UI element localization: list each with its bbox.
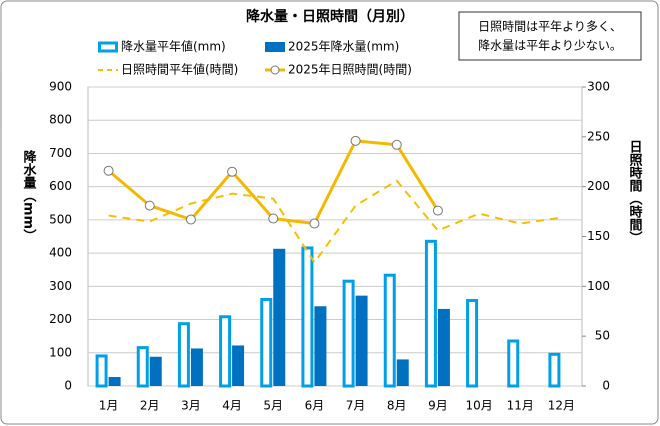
legend-label: 2025年日照時間(時間): [288, 63, 412, 77]
bar: [108, 377, 121, 386]
y-tick-label: 300: [49, 279, 72, 293]
bar: [342, 279, 355, 388]
y-tick-label: 200: [49, 312, 72, 326]
annotation-box: [458, 11, 642, 61]
x-tick-label: 5月: [263, 399, 283, 413]
y2-tick-label: 250: [587, 129, 610, 143]
marker: [144, 200, 155, 211]
y-tick-label: 600: [49, 179, 72, 193]
marker: [227, 166, 238, 177]
marker: [391, 139, 402, 150]
legend-label: 降水量平年値(mm): [121, 39, 226, 54]
x-tick-label: 12月: [548, 399, 575, 413]
legend-swatch: [265, 42, 285, 52]
x-tick-label: 10月: [465, 399, 492, 413]
y-tick-label: 100: [49, 345, 72, 359]
y2-axis-title: 日照時間（時間）: [627, 140, 644, 244]
bar: [507, 339, 520, 388]
bar: [260, 297, 273, 388]
bar: [219, 315, 232, 388]
chart-title: 降水量・日照時間（月別）: [246, 8, 414, 25]
marker: [432, 205, 443, 216]
y-tick-label: 900: [49, 80, 72, 94]
x-tick-label: 1月: [99, 399, 119, 413]
bar: [355, 295, 368, 386]
y-tick-label: 0: [64, 379, 72, 393]
marker: [350, 135, 361, 146]
annotation: 降水量は平年より少ない。: [478, 39, 622, 53]
annotation: 日照時間は平年より多く、: [478, 20, 622, 34]
y2-tick-label: 300: [587, 80, 610, 94]
y2-tick-label: 100: [587, 279, 610, 293]
bar: [177, 322, 190, 388]
bar: [136, 346, 149, 388]
bar: [548, 352, 561, 388]
bar: [466, 298, 479, 388]
bar: [437, 308, 450, 386]
legend-swatch: [98, 41, 118, 53]
y-tick-label: 400: [49, 246, 72, 260]
x-tick-label: 4月: [222, 399, 242, 413]
y-axis-title: 降水量（mm）: [21, 149, 38, 242]
y2-tick-label: 0: [602, 379, 610, 393]
x-tick-label: 11月: [507, 399, 534, 413]
marker: [103, 165, 114, 176]
legend-marker: [270, 65, 280, 75]
marker: [268, 213, 279, 224]
bar: [314, 306, 327, 386]
line: [108, 179, 562, 265]
bar: [424, 239, 437, 388]
x-tick-label: 3月: [181, 399, 201, 413]
y2-tick-label: 200: [587, 179, 610, 193]
x-tick-label: 2月: [140, 399, 160, 413]
bar: [301, 246, 314, 388]
bar: [273, 248, 286, 386]
x-tick-label: 7月: [346, 399, 366, 413]
bar: [190, 348, 203, 386]
bar: [383, 273, 396, 388]
x-tick-label: 9月: [428, 399, 448, 413]
marker: [309, 218, 320, 229]
bar: [232, 345, 245, 386]
y-tick-label: 800: [49, 113, 72, 127]
bar: [149, 356, 162, 386]
y2-tick-label: 150: [587, 229, 610, 243]
marker: [185, 214, 196, 225]
x-tick-label: 6月: [305, 399, 325, 413]
legend-label: 2025年降水量(mm): [288, 40, 399, 54]
bar: [95, 354, 108, 388]
bar: [396, 359, 409, 386]
legend-label: 日照時間平年値(時間): [121, 62, 238, 77]
y-tick-label: 500: [49, 212, 72, 226]
y-tick-label: 700: [49, 146, 72, 160]
x-tick-label: 8月: [387, 399, 407, 413]
y2-tick-label: 50: [595, 329, 610, 343]
